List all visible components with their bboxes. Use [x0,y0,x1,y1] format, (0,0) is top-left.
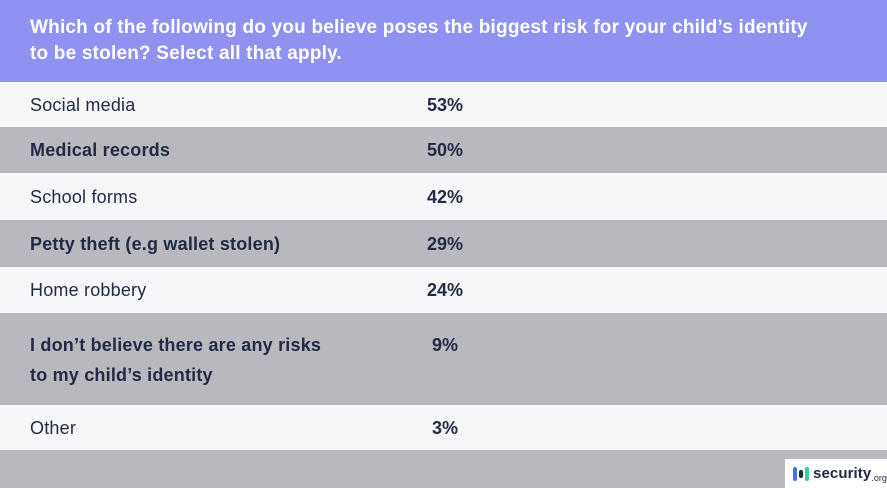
table-row: Social media 53% [0,82,887,127]
row-label: Medical records [30,140,171,160]
table-row: School forms 42% [0,173,887,220]
row-percent: 42% [426,186,464,207]
security-logo: security .org [785,459,887,488]
row-label: Petty theft (e.g wallet stolen) [30,233,281,254]
logo-bars-icon [793,466,809,482]
footer-bar: security .org [0,450,887,488]
row-percent: 9% [431,335,458,355]
table-row: Home robbery 24% [0,267,887,313]
logo-suffix: .org [871,473,887,483]
row-label: Home robbery [30,280,147,300]
row-percent: 24% [426,280,464,300]
question-header: Which of the following do you believe po… [0,0,887,82]
row-percent: 3% [431,417,458,438]
row-percent: 50% [426,140,464,160]
table-row: I don’t believe there are any risks to m… [0,313,887,405]
table-row: Petty theft (e.g wallet stolen) 29% [0,220,887,267]
row-label: School forms [30,186,138,207]
table-row: Medical records 50% [0,127,887,173]
results-table: Social media 53% Medical records 50% Sch… [0,82,887,450]
row-percent: 29% [426,233,464,254]
row-label: Social media [30,94,136,115]
table-row: Other 3% [0,405,887,450]
row-percent: 53% [426,94,464,115]
question-text: Which of the following do you believe po… [30,17,808,64]
row-label: Other [30,417,77,438]
row-label: I don’t believe there are any risks to m… [30,335,322,385]
logo-word: security [813,465,872,482]
